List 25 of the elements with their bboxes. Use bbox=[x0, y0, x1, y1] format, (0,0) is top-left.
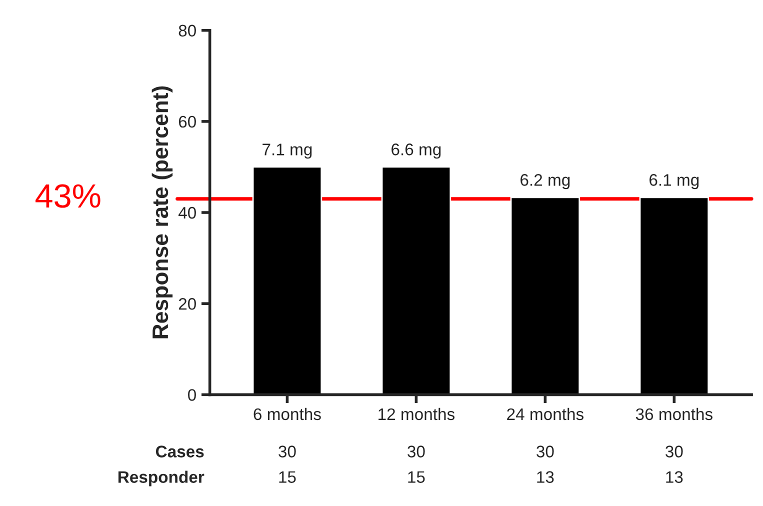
y-tick-label: 20 bbox=[178, 298, 196, 310]
y-axis-title: Response rate (percent) bbox=[152, 86, 173, 338]
text: 30 bbox=[278, 446, 296, 458]
ref-line-label: 43% bbox=[36, 184, 100, 208]
annotation: 6.1 mg bbox=[650, 174, 699, 190]
text: 13 bbox=[666, 471, 683, 483]
text: 30 bbox=[536, 446, 554, 458]
text: 13 bbox=[537, 471, 554, 483]
y-tick-label: 80 bbox=[178, 24, 196, 37]
annotation: 6.6 mg bbox=[392, 144, 441, 159]
y-tick-label: 60 bbox=[178, 116, 196, 128]
text: 15 bbox=[279, 471, 296, 483]
text: 15 bbox=[408, 471, 425, 483]
x-tick-label: 36 months bbox=[636, 408, 712, 420]
text: Responder bbox=[118, 470, 204, 486]
x-tick-label: 12 months bbox=[378, 408, 455, 420]
text: 30 bbox=[408, 446, 425, 458]
annotation: 7.1 mg bbox=[262, 144, 312, 159]
annotation: 6.2 mg bbox=[520, 174, 570, 190]
x-tick-label: 24 months bbox=[507, 408, 584, 420]
y-tick-label: 40 bbox=[178, 206, 196, 219]
y-tick-label: 0 bbox=[188, 389, 196, 401]
text: 30 bbox=[666, 446, 683, 458]
x-tick-label: 6 months bbox=[254, 408, 321, 420]
text: Cases bbox=[156, 446, 204, 458]
